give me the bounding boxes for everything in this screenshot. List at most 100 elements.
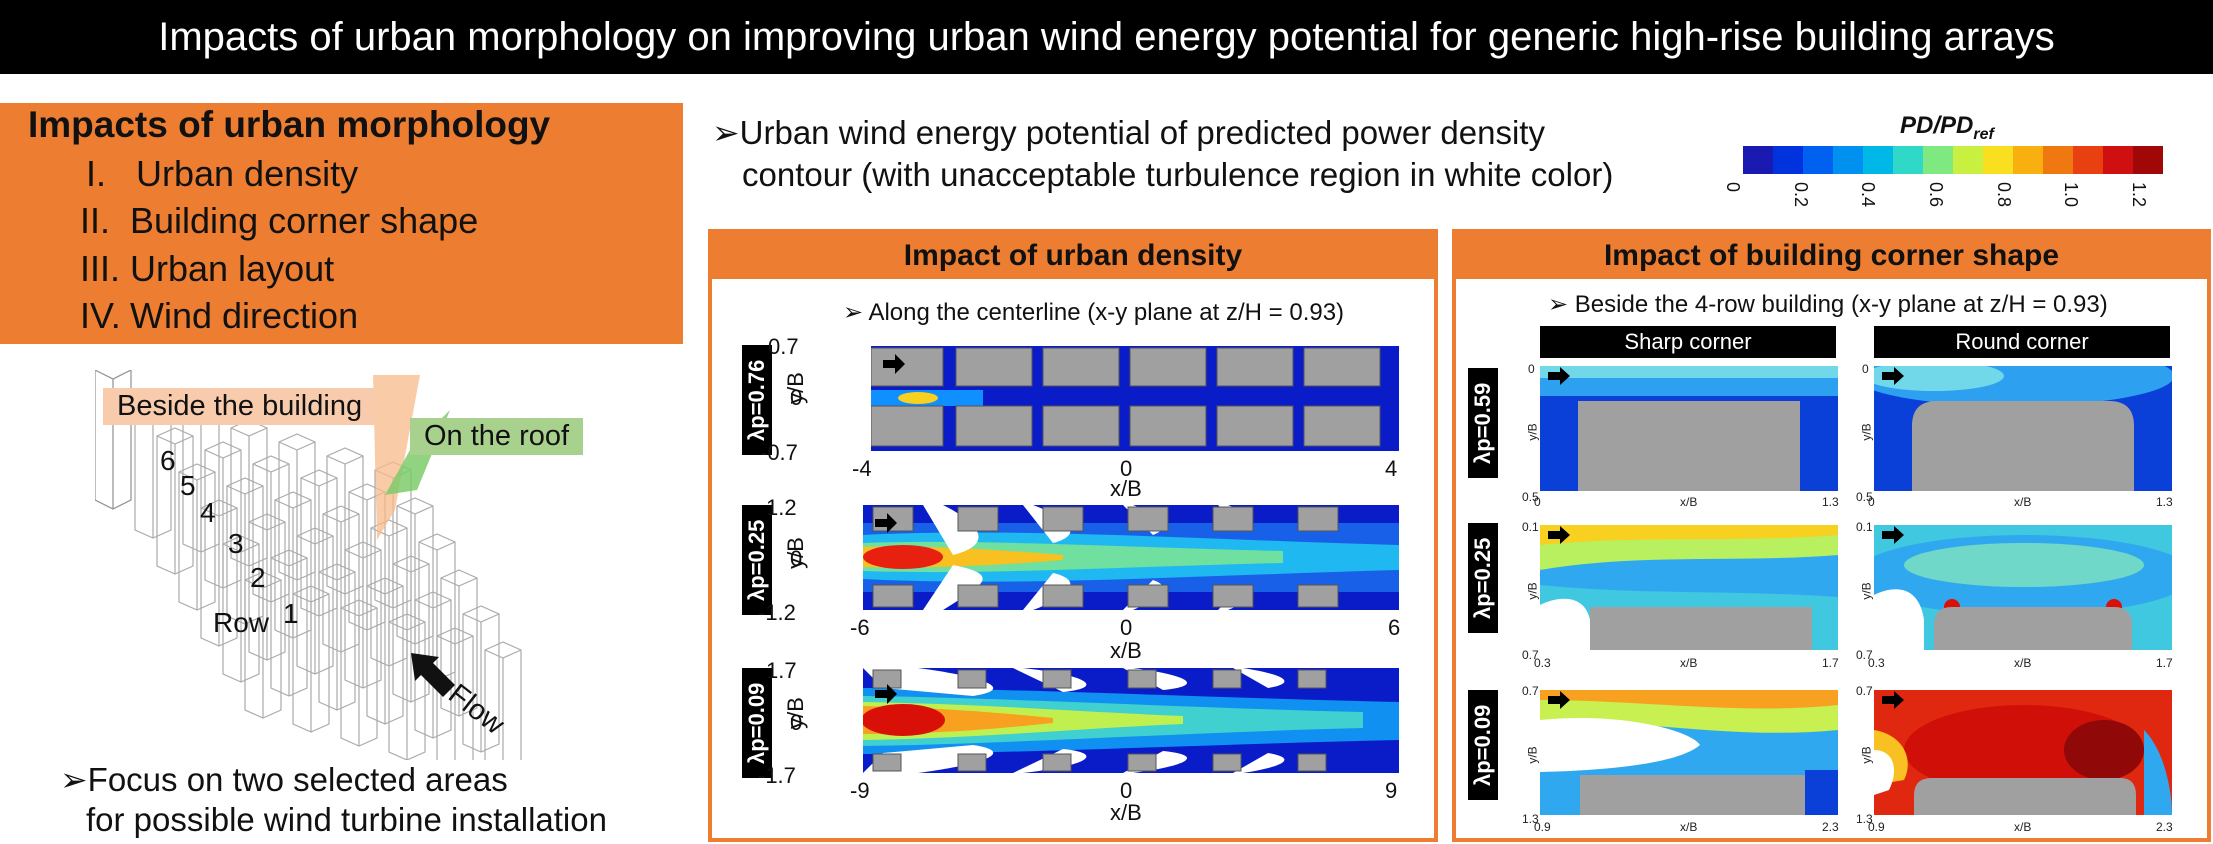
colorbar-swatch bbox=[2013, 146, 2043, 174]
y-tick: 0.1 bbox=[1522, 520, 1539, 534]
page-title: Impacts of urban morphology on improving… bbox=[0, 0, 2213, 74]
x-axis-label: x/B bbox=[1680, 820, 1698, 834]
x-tick: -9 bbox=[850, 778, 870, 803]
colorbar-swatch bbox=[1863, 146, 1893, 174]
x-tick: 0 bbox=[1534, 495, 1541, 509]
y-tick: -0.7 bbox=[760, 440, 798, 465]
column-head-sharp: Sharp corner bbox=[1540, 326, 1836, 358]
colorbar-tick: 0.4 bbox=[1858, 182, 1879, 208]
x-tick: 0.9 bbox=[1868, 820, 1885, 834]
flow-arrow-icon bbox=[1882, 691, 1904, 709]
y-tick: -1.7 bbox=[758, 763, 796, 788]
y-axis-label: y/B bbox=[1859, 746, 1874, 764]
lambda-label: λp=0.76 bbox=[742, 345, 772, 455]
x-axis-label: x/B bbox=[2014, 495, 2032, 509]
building-outline bbox=[440, 569, 478, 717]
building-outline bbox=[388, 613, 426, 760]
colorbar-tick: 0.6 bbox=[1926, 182, 1946, 208]
flow-arrow-icon bbox=[1882, 526, 1904, 544]
flow-arrow-icon bbox=[883, 354, 905, 374]
morphology-heading: Impacts of urban morphology bbox=[28, 104, 551, 145]
flow-arrow-icon bbox=[1548, 526, 1570, 544]
building-outline bbox=[270, 549, 308, 697]
x-axis-label: x/B bbox=[1680, 656, 1698, 670]
building-outline bbox=[484, 641, 522, 760]
y-tick: 0.1 bbox=[1856, 520, 1873, 534]
focus-bullet: ➢Focus on two selected areas bbox=[60, 761, 508, 798]
flow-arrow-icon bbox=[875, 513, 897, 533]
colorbar-title: PD/PDref bbox=[1900, 112, 1994, 143]
x-axis-label: x/B bbox=[2014, 820, 2032, 834]
x-tick: 2.3 bbox=[1822, 820, 1839, 834]
x-tick: 2.3 bbox=[2156, 820, 2173, 834]
y-tick: 0.7 bbox=[1856, 648, 1873, 662]
density-contour-plot bbox=[863, 346, 1399, 451]
x-tick: 1.3 bbox=[1822, 495, 1839, 509]
round-contour-plot bbox=[1874, 690, 2172, 815]
row-number: 2 bbox=[250, 562, 266, 593]
lambda-label: λp=0.09 bbox=[742, 668, 772, 778]
colorbar-swatch bbox=[1983, 146, 2013, 174]
row-label: Row bbox=[213, 607, 270, 638]
colorbar-swatch bbox=[2133, 146, 2163, 174]
roof-label: On the roof bbox=[410, 418, 584, 455]
morphology-item: I. Urban density bbox=[86, 153, 359, 194]
colorbar-swatch bbox=[1893, 146, 1923, 174]
colorbar-tick: 0 bbox=[1723, 182, 1743, 193]
morphology-box bbox=[0, 103, 683, 344]
density-contour-plot bbox=[863, 668, 1399, 773]
morphology-item: III. Urban layout bbox=[80, 248, 335, 289]
x-tick: 0.9 bbox=[1534, 820, 1551, 834]
y-tick: 0 bbox=[790, 385, 803, 410]
colorbar bbox=[1743, 146, 2163, 174]
flow-arrow-icon bbox=[1548, 367, 1570, 385]
building-outline bbox=[248, 513, 286, 661]
flow-arrow-icon bbox=[1548, 691, 1570, 709]
potential-bullet-line2: contour (with unacceptable turbulence re… bbox=[742, 156, 1614, 193]
x-tick: 0 bbox=[1120, 778, 1133, 803]
corner-panel-heading: Impact of building corner shape bbox=[1456, 233, 2207, 279]
row-number: 3 bbox=[228, 528, 244, 559]
building-outline bbox=[436, 627, 474, 760]
building-outline bbox=[178, 463, 216, 611]
round-contour-plot bbox=[1874, 366, 2172, 491]
building-outline bbox=[344, 541, 382, 689]
building-outline bbox=[366, 577, 404, 725]
flow-arrow-icon bbox=[875, 684, 897, 704]
lambda-label: λp=0.25 bbox=[742, 505, 772, 615]
colorbar-swatch bbox=[1773, 146, 1803, 174]
colorbar-tick: 0.8 bbox=[1993, 182, 2014, 208]
x-tick: 0.3 bbox=[1534, 656, 1551, 670]
morphology-item: IV. Wind direction bbox=[80, 295, 359, 336]
x-tick: 9 bbox=[1385, 778, 1398, 803]
colorbar-swatch bbox=[1923, 146, 1953, 174]
y-tick: 0.5 bbox=[1522, 490, 1539, 504]
colorbar-swatch bbox=[2073, 146, 2103, 174]
colorbar-swatch bbox=[2103, 146, 2133, 174]
building-outline bbox=[340, 599, 378, 747]
colorbar-tick: 1.2 bbox=[2129, 182, 2149, 208]
corner-note: ➢ Beside the 4-row building (x-y plane a… bbox=[1548, 291, 2108, 318]
y-tick: 0.5 bbox=[1856, 490, 1873, 504]
x-tick: 1.7 bbox=[2156, 656, 2173, 670]
x-axis-label: x/B bbox=[1110, 476, 1142, 501]
y-tick: 1.3 bbox=[1856, 812, 1873, 826]
colorbar-swatch bbox=[1953, 146, 1983, 174]
y-tick: 0 bbox=[1862, 362, 1869, 376]
colorbar-tick: 1.0 bbox=[2061, 182, 2082, 208]
building-outline bbox=[292, 585, 330, 733]
x-tick: -6 bbox=[850, 615, 870, 640]
x-tick: 0.3 bbox=[1868, 656, 1885, 670]
y-tick: 0.7 bbox=[1522, 648, 1539, 662]
density-contour-plot bbox=[863, 505, 1399, 610]
x-tick: 6 bbox=[1388, 615, 1401, 640]
sharp-contour-plot bbox=[1540, 525, 1838, 650]
y-axis-label: y/B bbox=[1525, 746, 1540, 764]
x-tick: 0 bbox=[1868, 495, 1875, 509]
row-number: 4 bbox=[200, 497, 216, 528]
y-axis-label: y/B bbox=[1525, 423, 1540, 441]
x-tick: 0 bbox=[1120, 456, 1133, 481]
x-tick: -4 bbox=[852, 456, 872, 481]
column-head-round: Round corner bbox=[1874, 326, 2170, 358]
sharp-contour-plot bbox=[1540, 366, 1838, 491]
